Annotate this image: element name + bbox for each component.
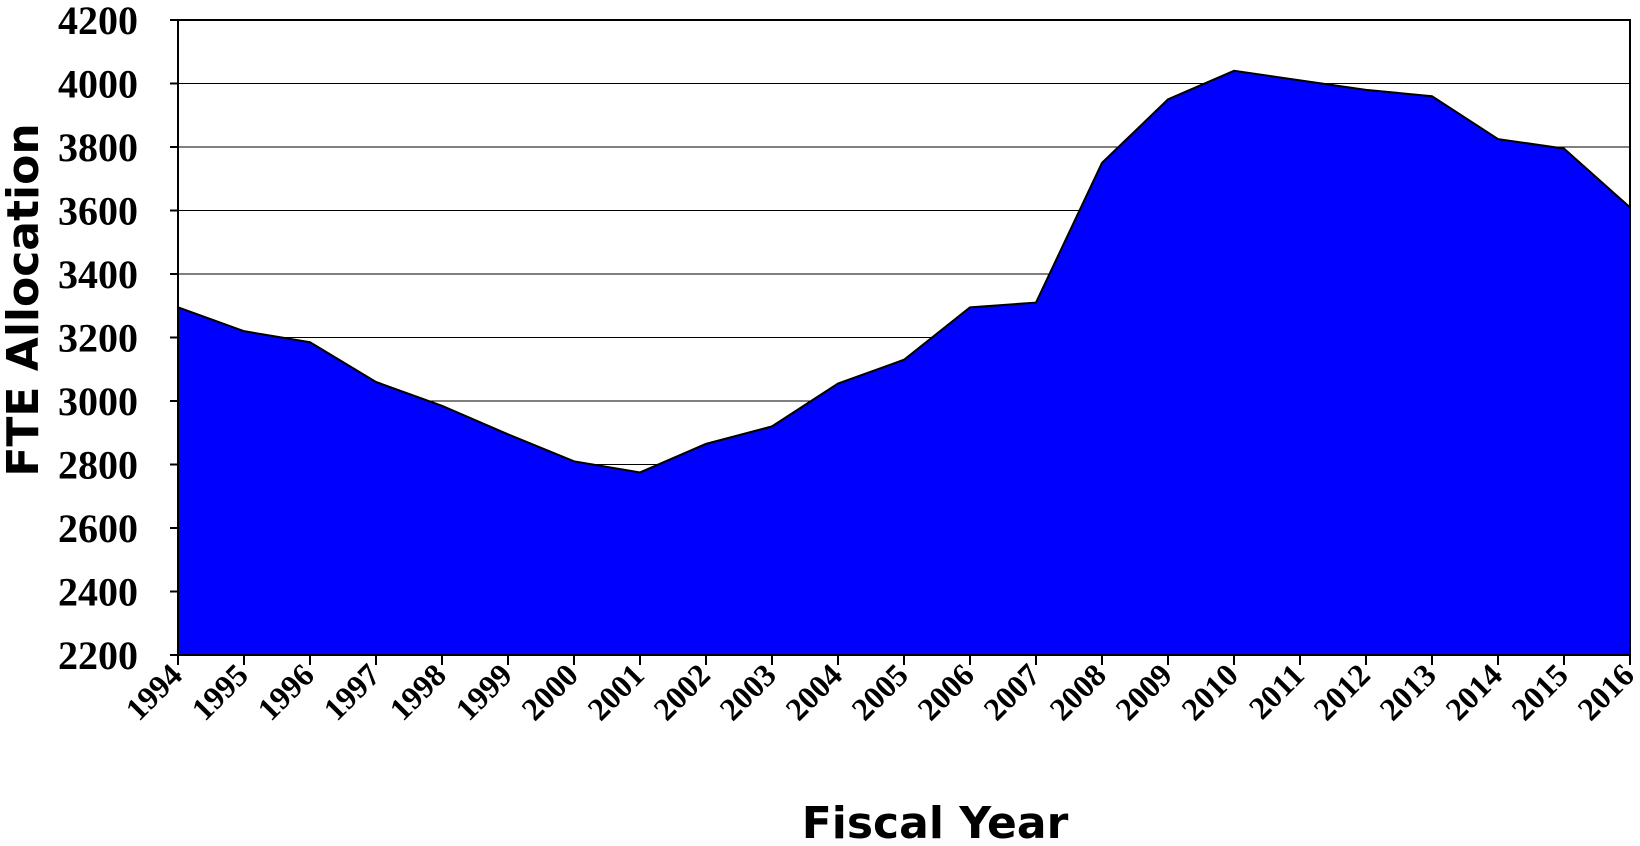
x-tick-label: 2016 [1570, 656, 1640, 727]
y-axis-ticks: 2200 2400 2600 2800 3000 3200 3400 3600 3800 4000… [58, 0, 178, 678]
x-tick-label: 2012 [1306, 656, 1377, 727]
y-tick-label: 2800 [58, 443, 138, 488]
y-tick-label: 4000 [58, 62, 138, 107]
x-tick-label: 2001 [580, 656, 651, 727]
y-tick-label: 3400 [58, 252, 138, 297]
x-tick-label: 2000 [514, 656, 585, 727]
y-tick-label: 2600 [58, 506, 138, 551]
x-tick-label: 1997 [316, 656, 387, 727]
x-tick-label: 2003 [712, 656, 783, 727]
x-tick-label: 1999 [448, 656, 519, 727]
x-tick-label: 2008 [1042, 656, 1113, 727]
x-tick-label: 2002 [646, 656, 717, 727]
area-outline [177, 69, 1631, 474]
x-tick-label: 2005 [844, 656, 915, 727]
x-tick-label: 2014 [1438, 656, 1509, 727]
x-axis-title: Fiscal Year [802, 798, 1069, 846]
y-tick-label: 2400 [58, 570, 138, 615]
y-tick-label: 3600 [58, 189, 138, 234]
y-tick-label: 2200 [58, 633, 138, 678]
area-series [177, 69, 1631, 656]
x-tick-label: 2015 [1504, 656, 1575, 727]
x-tick-label: 2006 [910, 656, 981, 727]
y-axis-title: FTE Allocation [0, 123, 49, 476]
y-tick-label: 3000 [58, 379, 138, 424]
x-tick-label: 1995 [184, 656, 255, 727]
x-tick-label: 2013 [1372, 656, 1443, 727]
y-tick-label: 3200 [58, 316, 138, 361]
x-tick-label: 2009 [1108, 656, 1179, 727]
x-tick-label: 2010 [1174, 656, 1245, 727]
x-tick-label: 2004 [778, 656, 849, 727]
area-fill [178, 70, 1630, 656]
x-axis-ticks: 1994199519961997199819992000200120022003… [118, 655, 1640, 727]
x-tick-label: 1996 [250, 656, 321, 727]
x-tick-label: 1998 [382, 656, 453, 727]
x-tick-label: 2011 [1241, 656, 1310, 725]
y-tick-label: 3800 [58, 125, 138, 170]
x-tick-label: 2007 [976, 656, 1047, 727]
y-tick-label: 4200 [58, 0, 138, 43]
